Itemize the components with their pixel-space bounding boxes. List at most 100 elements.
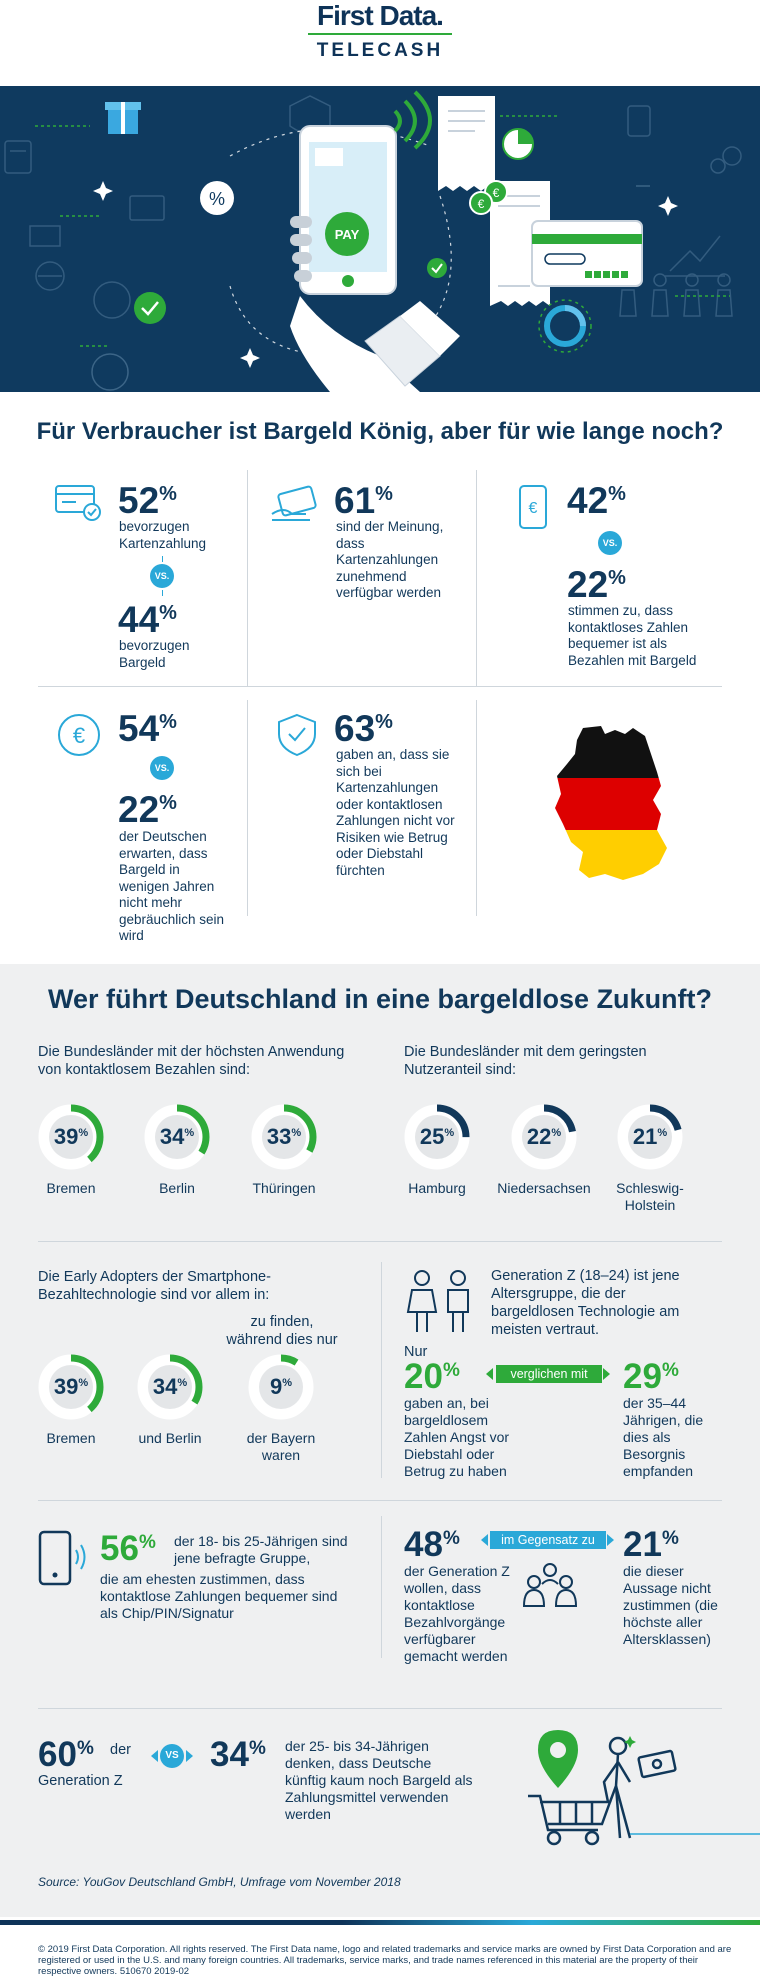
lowest-0-label: Hamburg xyxy=(408,1180,466,1196)
stat-20-value: 20 xyxy=(404,1357,443,1396)
highest-2-donut: 33% xyxy=(251,1104,317,1170)
lowest-1-ring xyxy=(511,1104,577,1170)
stat-29-value: 29 xyxy=(623,1357,662,1396)
early-0-value: 39% xyxy=(53,1374,89,1399)
highest-0-center xyxy=(49,1115,93,1159)
stat-29: 29% xyxy=(623,1359,679,1394)
hero-graphic: % PAY xyxy=(4,90,742,392)
stat-61-value: 61 xyxy=(334,480,376,521)
stat-20: 20% xyxy=(404,1359,460,1394)
early-2-center xyxy=(259,1365,303,1409)
vs-badge: VS xyxy=(160,1744,184,1768)
card-tap-icon xyxy=(271,485,317,521)
lowest-intro: Die Bundesländer mit dem geringsten Nutz… xyxy=(404,1044,647,1078)
stat-44-text: bevorzugen Bargeld xyxy=(119,638,190,670)
shield-check-icon xyxy=(278,713,316,757)
svg-text:€: € xyxy=(493,186,500,200)
lowest-2-value: 21% xyxy=(632,1124,668,1149)
highest-0-ring xyxy=(38,1104,104,1170)
row-divider xyxy=(38,686,722,687)
stat-63: 63% xyxy=(334,710,393,747)
percent-sign: % xyxy=(442,1528,460,1549)
highest-2-ring xyxy=(251,1104,317,1170)
divider xyxy=(476,700,477,916)
group-icon xyxy=(522,1563,578,1607)
divider xyxy=(476,470,477,686)
genz-20-text: gaben an, bei bargeldlosem Zahlen Angst … xyxy=(404,1395,510,1479)
source-note: Source: YouGov Deutschland GmbH, Umfrage… xyxy=(38,1875,401,1889)
germany-flag-map xyxy=(555,726,667,880)
highest-1-label: Berlin xyxy=(159,1180,195,1196)
divider xyxy=(247,700,248,916)
euro-glyph: € xyxy=(73,723,85,748)
early-0-donut: 39% xyxy=(38,1354,104,1420)
highest-1-value: 34% xyxy=(159,1124,195,1149)
genz-nur: Nur xyxy=(404,1344,428,1360)
compared-pill: verglichen mit xyxy=(496,1365,602,1383)
early-2-value: 9% xyxy=(269,1374,293,1399)
stat-54: 54% xyxy=(118,710,177,747)
stat-54-value: 54 xyxy=(118,708,160,749)
euro-coin-icon: € xyxy=(58,714,100,756)
divider xyxy=(381,1516,382,1658)
early-0-label: Bremen xyxy=(46,1430,96,1446)
lowest-2-arc xyxy=(617,1104,683,1170)
stat-52: 52% xyxy=(118,482,177,519)
arrow-left-icon xyxy=(486,1368,493,1380)
phone-contactless-icon xyxy=(38,1530,86,1586)
hero-illustration: % PAY xyxy=(0,86,760,392)
brand-sub: TELECASH xyxy=(316,40,444,61)
early-2-ring xyxy=(248,1354,314,1420)
shopper-cart-illustration xyxy=(528,1730,760,1846)
header: First Data. TELECASH xyxy=(0,0,760,86)
percent-sign: % xyxy=(159,711,177,733)
early-1-center xyxy=(148,1365,192,1409)
early-0-arc xyxy=(38,1354,104,1420)
stat-42-value: 42 xyxy=(567,480,609,521)
highest-1-arc xyxy=(144,1104,210,1170)
genz-29-text: der 35–44 Jährigen, die dies als Besorgn… xyxy=(623,1395,704,1479)
highest-1-center xyxy=(155,1115,199,1159)
card-check-icon xyxy=(55,485,101,521)
arrow-right-icon xyxy=(186,1750,193,1762)
legal-text: © 2019 First Data Corporation. All right… xyxy=(38,1944,732,1977)
stat-60: 60% xyxy=(38,1737,94,1772)
percent-sign: % xyxy=(159,602,177,624)
early-intro: Die Early Adopters der Smartphone-Bezahl… xyxy=(38,1269,271,1303)
highest-2-label: Thüringen xyxy=(252,1180,316,1196)
genz-intro: Generation Z (18–24) ist jene Altersgrup… xyxy=(491,1268,680,1338)
section1-title: Für Verbraucher ist Bargeld König, aber … xyxy=(36,418,724,445)
highest-2-arc xyxy=(251,1104,317,1170)
lowest-1-donut: 22% xyxy=(511,1104,577,1170)
svg-text:%: % xyxy=(209,189,225,209)
highest-2-center xyxy=(262,1115,306,1159)
stat-60-value: 60 xyxy=(38,1735,77,1774)
early-2-label: der Bayern waren xyxy=(246,1430,316,1463)
lowest-0-center xyxy=(415,1115,459,1159)
vs-badge: VS. xyxy=(598,531,622,555)
stat-22b-text: der Deutschen erwarten, dass Bargeld in … xyxy=(119,829,225,943)
svg-text:€: € xyxy=(529,500,538,517)
stat-61-text: sind der Meinung, dass Kartenzahlungen z… xyxy=(336,519,444,600)
svg-text:€: € xyxy=(478,197,485,211)
arrow-left-icon xyxy=(481,1534,488,1546)
lowest-2-center xyxy=(628,1115,672,1159)
lowest-0-arc xyxy=(404,1104,470,1170)
stat-56: 56% xyxy=(100,1531,156,1566)
stat-48-value: 48 xyxy=(404,1525,443,1564)
phone-euro-icon: € xyxy=(519,485,547,529)
stat-22b-value: 22 xyxy=(118,789,160,830)
early-0-ring xyxy=(38,1354,104,1420)
lowest-1-value: 22% xyxy=(526,1124,562,1149)
stat-22a-value: 22 xyxy=(567,564,609,605)
highest-0-donut: 39% xyxy=(38,1104,104,1170)
stat-52-text: bevorzugen Kartenzahlung xyxy=(119,519,207,551)
stat-60-label-a: der xyxy=(110,1742,131,1758)
percent-sign: % xyxy=(608,567,626,589)
stat-22a: 22% xyxy=(567,566,626,603)
percent-sign: % xyxy=(375,711,393,733)
stat-56-text-b: die am ehesten zustimmen, dass kontaktlo… xyxy=(100,1571,338,1621)
early-2-arc xyxy=(248,1354,314,1420)
lowest-1-center xyxy=(522,1115,566,1159)
percent-sign: % xyxy=(608,483,626,505)
